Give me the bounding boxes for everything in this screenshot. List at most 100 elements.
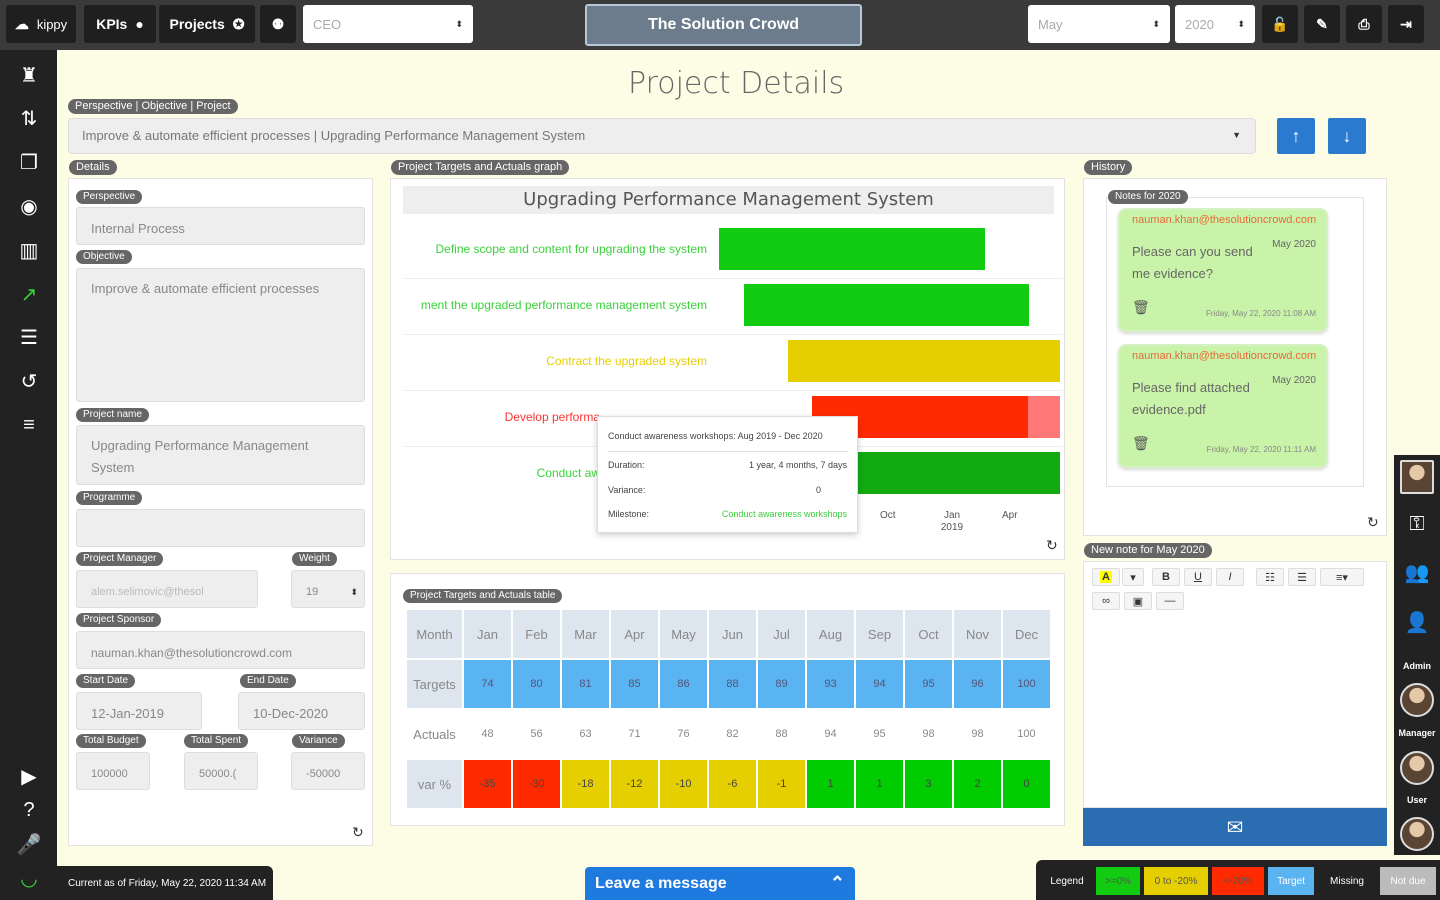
actual-cell[interactable]: 95	[856, 710, 903, 758]
logo-button[interactable]: ☁ kippy	[6, 5, 76, 43]
bold-button[interactable]: B	[1152, 568, 1180, 586]
gantt-bar-3[interactable]	[788, 340, 1060, 382]
history-icon[interactable]: ↺	[20, 370, 38, 393]
perspective-field[interactable]: Internal Process	[76, 207, 365, 245]
send-note-button[interactable]: ✉	[1083, 808, 1387, 846]
target-cell[interactable]: 85	[611, 660, 658, 708]
total-budget-field[interactable]: 100000	[76, 752, 150, 790]
role-select[interactable]: CEO ⬍	[303, 5, 473, 43]
objective-field[interactable]: Improve & automate efficient processes	[76, 268, 365, 402]
target-cell[interactable]: 81	[562, 660, 609, 708]
link-button[interactable]: ∞	[1092, 592, 1120, 610]
task-label-2: ment the upgraded performance management…	[420, 298, 707, 312]
project-name-field[interactable]: Upgrading Performance Management System	[76, 425, 365, 485]
align-button[interactable]: ≡▾	[1320, 568, 1364, 586]
leave-message-button[interactable]: Leave a message ⌃	[585, 867, 855, 900]
kpis-menu[interactable]: KPIs ●	[84, 5, 156, 43]
tooltip-duration-label: Duration:	[608, 460, 645, 470]
list-icon[interactable]: ☰	[20, 326, 38, 349]
end-date-field[interactable]: 10-Dec-2020	[238, 692, 365, 730]
note-card[interactable]: nauman.khan@thesolutioncrowd.com May 202…	[1118, 208, 1328, 332]
target-cell[interactable]: 96	[954, 660, 1001, 708]
variance-label: Variance	[292, 734, 345, 748]
list-ul-icon: ☷	[1265, 571, 1275, 584]
unlock-icon: 🔓	[1271, 15, 1289, 32]
actual-cell[interactable]: 94	[807, 710, 854, 758]
actual-cell[interactable]: 82	[709, 710, 756, 758]
actual-cell[interactable]: 98	[905, 710, 952, 758]
logout-button[interactable]: ⇥	[1388, 5, 1424, 43]
next-project-button[interactable]: ↓	[1328, 118, 1366, 154]
italic-button[interactable]: I	[1216, 568, 1244, 586]
graph-refresh-icon[interactable]: ↻	[1046, 537, 1058, 553]
actual-cell[interactable]: 48	[464, 710, 511, 758]
actual-cell[interactable]: 98	[954, 710, 1001, 758]
target-cell[interactable]: 88	[709, 660, 756, 708]
gantt-bar-4-remaining[interactable]	[1028, 396, 1060, 438]
history-refresh-icon[interactable]: ↻	[1367, 514, 1379, 530]
microphone-icon[interactable]: 🎤	[16, 833, 42, 856]
current-user-avatar[interactable]	[1398, 458, 1436, 496]
target-cell[interactable]: 95	[905, 660, 952, 708]
actual-cell[interactable]: 71	[611, 710, 658, 758]
underline-button[interactable]: U	[1184, 568, 1212, 586]
trash-icon[interactable]: 🗑	[1132, 299, 1150, 315]
target-cell[interactable]: 93	[807, 660, 854, 708]
month-select[interactable]: May ⬍	[1028, 5, 1170, 43]
projects-menu[interactable]: Projects ✪	[159, 5, 255, 43]
print-button[interactable]: ⎙	[1346, 5, 1382, 43]
user-search-button[interactable]: ⚿	[1398, 505, 1436, 543]
organisation-button[interactable]: The Solution Crowd	[585, 4, 862, 46]
variance-field[interactable]: -50000	[291, 752, 365, 790]
color-dropdown-button[interactable]: ▾	[1122, 568, 1144, 586]
details-refresh-icon[interactable]: ↻	[352, 824, 364, 840]
programme-field[interactable]	[76, 509, 365, 547]
start-date-field[interactable]: 12-Jan-2019	[76, 692, 202, 730]
actual-cell[interactable]: 100	[1003, 710, 1050, 758]
target-cell[interactable]: 89	[758, 660, 805, 708]
edit-button[interactable]: ✎	[1304, 5, 1340, 43]
highlight-color-button[interactable]: A	[1092, 568, 1120, 586]
previous-project-button[interactable]: ↑	[1277, 118, 1315, 154]
gantt-bar-5[interactable]	[840, 452, 1060, 494]
sort-icon[interactable]: ⇅	[20, 107, 38, 130]
add-user-button[interactable]: 👤	[1398, 603, 1436, 641]
gantt-bar-2[interactable]	[744, 284, 1029, 326]
target-cell[interactable]: 74	[464, 660, 511, 708]
project-selector[interactable]: Improve & automate efficient processes |…	[68, 118, 1256, 154]
actual-cell[interactable]: 76	[660, 710, 707, 758]
line-chart-icon[interactable]: ↗	[20, 283, 38, 306]
target-cell[interactable]: 80	[513, 660, 560, 708]
manager-avatar[interactable]	[1398, 749, 1436, 787]
year-select[interactable]: 2020 ⬍	[1175, 5, 1255, 43]
copy-icon[interactable]: ❐	[20, 151, 38, 174]
trophy-icon[interactable]: ♜	[20, 64, 38, 87]
total-spent-field[interactable]: 50000.(	[184, 752, 258, 790]
target-cell[interactable]: 100	[1003, 660, 1050, 708]
target-cell[interactable]: 86	[660, 660, 707, 708]
project-manager-select[interactable]: alem.selimovic@thesol	[76, 570, 258, 608]
actual-cell[interactable]: 56	[513, 710, 560, 758]
sliders-icon[interactable]: ≡	[23, 413, 35, 436]
help-icon[interactable]: ?	[23, 798, 35, 821]
youtube-icon[interactable]: ▶	[21, 765, 37, 788]
note-card[interactable]: nauman.khan@thesolutioncrowd.com May 202…	[1118, 344, 1328, 468]
horizontal-rule-button[interactable]: —	[1156, 592, 1184, 610]
target-icon[interactable]: ◉	[20, 195, 38, 218]
unordered-list-button[interactable]: ☷	[1256, 568, 1284, 586]
gantt-bar-1[interactable]	[719, 228, 985, 270]
project-sponsor-field[interactable]: nauman.khan@thesolutioncrowd.com	[76, 631, 365, 669]
org-chart-button[interactable]: ⚉	[260, 5, 296, 43]
weight-field[interactable]: 19 ⬍	[291, 570, 365, 608]
trash-icon[interactable]: 🗑	[1132, 435, 1150, 451]
bar-chart-icon[interactable]: ▥	[19, 239, 39, 262]
user-avatar[interactable]	[1398, 815, 1436, 853]
users-group-button[interactable]: 👥	[1398, 553, 1436, 591]
target-cell[interactable]: 94	[856, 660, 903, 708]
actual-cell[interactable]: 88	[758, 710, 805, 758]
image-button[interactable]: ▣	[1124, 592, 1152, 610]
actual-cell[interactable]: 63	[562, 710, 609, 758]
unlock-button[interactable]: 🔓	[1262, 5, 1298, 43]
ordered-list-button[interactable]: ☰	[1288, 568, 1316, 586]
admin-avatar[interactable]	[1398, 681, 1436, 719]
